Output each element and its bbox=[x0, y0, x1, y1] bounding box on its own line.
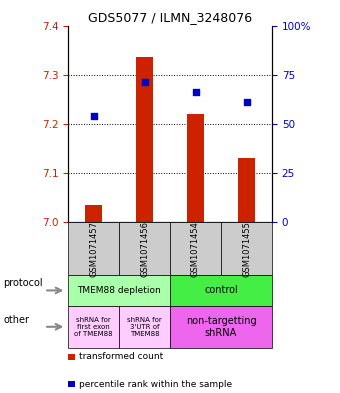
Text: TMEM88 depletion: TMEM88 depletion bbox=[77, 286, 161, 295]
Text: GSM1071456: GSM1071456 bbox=[140, 220, 149, 277]
Bar bbox=[136, 57, 153, 222]
Text: shRNA for
3'UTR of
TMEM88: shRNA for 3'UTR of TMEM88 bbox=[127, 317, 162, 337]
Text: protocol: protocol bbox=[3, 278, 43, 288]
Point bbox=[91, 113, 96, 119]
Point bbox=[142, 79, 147, 85]
Text: shRNA for
first exon
of TMEM88: shRNA for first exon of TMEM88 bbox=[74, 317, 113, 337]
Bar bbox=[85, 205, 102, 222]
Bar bbox=[238, 158, 255, 222]
Text: transformed count: transformed count bbox=[79, 353, 163, 361]
Point bbox=[244, 99, 249, 105]
Text: GSM1071455: GSM1071455 bbox=[242, 220, 251, 277]
Text: control: control bbox=[204, 285, 238, 296]
Bar bbox=[187, 114, 204, 222]
Text: percentile rank within the sample: percentile rank within the sample bbox=[79, 380, 232, 389]
Text: other: other bbox=[3, 315, 29, 325]
Text: non-targetting
shRNA: non-targetting shRNA bbox=[186, 316, 256, 338]
Point bbox=[193, 89, 198, 95]
Text: GSM1071457: GSM1071457 bbox=[89, 220, 98, 277]
Title: GDS5077 / ILMN_3248076: GDS5077 / ILMN_3248076 bbox=[88, 11, 252, 24]
Text: GSM1071454: GSM1071454 bbox=[191, 220, 200, 277]
